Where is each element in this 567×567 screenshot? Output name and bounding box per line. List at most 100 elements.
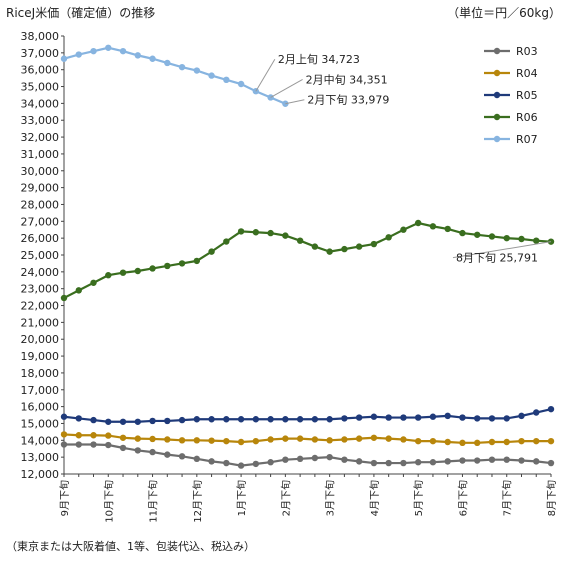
data-point-R04 (193, 437, 201, 444)
data-point-R06 (105, 272, 112, 279)
data-point-R05 (444, 412, 451, 420)
legend-item-R04: R04 (484, 67, 538, 80)
data-point-R03 (400, 459, 407, 467)
data-point-R04 (414, 437, 422, 445)
data-point-R03 (208, 458, 215, 465)
data-point-R04 (400, 436, 407, 443)
data-point-R04 (370, 434, 378, 441)
data-point-R04 (518, 437, 525, 445)
data-point-R04 (178, 437, 186, 444)
y-tick-label: 12,000 (21, 468, 60, 481)
y-tick-label: 20,000 (21, 333, 60, 346)
data-point-R05 (311, 416, 319, 423)
y-tick-label: 24,000 (21, 266, 60, 279)
data-point-R03 (119, 444, 127, 452)
data-point-R03 (90, 441, 97, 448)
data-point-R06 (208, 248, 215, 255)
data-point-R06 (370, 240, 378, 248)
y-tick-label: 35,000 (21, 81, 60, 94)
data-point-R07 (90, 47, 97, 55)
y-tick-label: 18,000 (21, 367, 60, 380)
data-point-R03 (237, 462, 245, 469)
data-point-R05 (149, 417, 156, 425)
data-point-R04 (90, 432, 97, 439)
legend-label: R03 (516, 45, 538, 58)
data-point-R04 (119, 434, 127, 441)
data-point-R06 (488, 233, 496, 240)
data-point-R05 (119, 418, 127, 425)
y-tick-label: 16,000 (21, 401, 60, 414)
data-point-R03 (503, 456, 510, 463)
data-point-R03 (547, 459, 555, 467)
series-R05 (60, 405, 555, 425)
data-point-R03 (282, 456, 289, 463)
data-point-R05 (503, 415, 510, 422)
data-point-R07 (149, 55, 156, 62)
data-point-R05 (370, 413, 378, 420)
data-point-R04 (503, 438, 510, 446)
series-line-R05 (63, 408, 552, 423)
data-point-R03 (474, 457, 481, 464)
data-point-R03 (459, 457, 466, 464)
data-point-R06 (267, 229, 274, 237)
x-tick-label: 9月下旬 (58, 480, 71, 516)
data-point-R03 (267, 459, 274, 466)
data-point-R05 (105, 418, 112, 425)
data-point-R05 (193, 416, 201, 423)
y-tick-label: 28,000 (21, 198, 60, 211)
y-tick-label: 34,000 (21, 97, 60, 110)
data-point-R05 (60, 413, 68, 420)
unit-label: （単位＝円／60kg） (447, 6, 561, 20)
data-point-R03 (488, 456, 496, 463)
data-point-R05 (355, 414, 363, 421)
data-point-R04 (533, 437, 540, 445)
data-point-R06 (149, 265, 156, 272)
footnote: （東京または大阪着値、1等、包装代込、税込み） (6, 540, 255, 553)
y-tick-label: 15,000 (21, 417, 60, 430)
data-point-R06 (90, 279, 97, 286)
x-tick-label: 10月下旬 (102, 480, 115, 523)
series-R04 (60, 431, 555, 447)
data-point-R04 (296, 435, 304, 442)
data-point-R04 (267, 436, 274, 443)
data-point-R05 (474, 415, 481, 422)
data-point-R06 (296, 237, 304, 244)
series-line-R06 (63, 221, 552, 299)
x-tick-label: 6月下旬 (456, 480, 469, 516)
legend-item-R07: R07 (484, 133, 538, 146)
y-tick-label: 33,000 (21, 114, 60, 127)
x-tick-label: 7月下旬 (501, 480, 514, 516)
data-point-R05 (134, 418, 141, 425)
legend-item-R05: R05 (484, 89, 538, 102)
data-point-R04 (385, 435, 392, 442)
y-tick-label: 37,000 (21, 47, 60, 60)
data-point-R04 (60, 431, 68, 438)
data-point-R05 (252, 416, 260, 423)
data-point-R06 (75, 287, 82, 294)
y-tick-label: 22,000 (21, 300, 60, 313)
data-point-R03 (444, 458, 451, 465)
x-tick-label: 1月下旬 (235, 480, 248, 516)
data-point-R07 (75, 51, 82, 58)
data-point-R03 (296, 455, 304, 463)
series-R06 (60, 219, 555, 302)
y-tick-label: 30,000 (21, 165, 60, 178)
data-point-R06 (385, 234, 392, 241)
data-point-R04 (282, 435, 289, 442)
data-point-R07 (208, 72, 215, 79)
data-point-R04 (429, 437, 437, 445)
data-point-R07 (119, 47, 127, 55)
annotation-leader (270, 79, 303, 98)
data-point-R06 (459, 229, 466, 237)
data-point-R04 (444, 438, 451, 446)
data-point-R06 (60, 294, 68, 302)
data-point-R05 (296, 416, 304, 423)
series-R07 (60, 44, 289, 107)
data-point-R06 (193, 257, 201, 265)
data-point-R03 (252, 460, 260, 468)
annotation-leader (452, 241, 552, 259)
data-point-R05 (429, 413, 437, 420)
legend-label: R07 (516, 133, 538, 146)
legend-marker (493, 135, 501, 143)
